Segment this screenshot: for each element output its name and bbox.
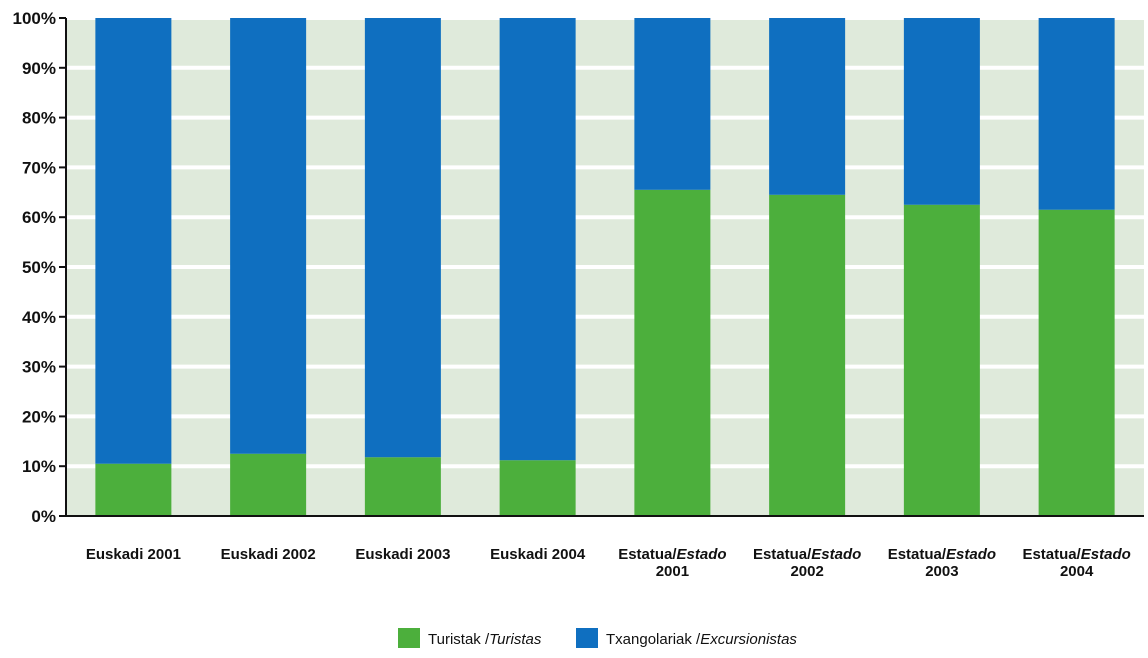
bar-segment-turistak-7 <box>903 204 980 516</box>
x-axis-labels: Euskadi 2001 Euskadi 2002 Euskadi 2003 Eusk… <box>86 546 1131 580</box>
bar-segment-txangolariak-7 <box>903 18 980 205</box>
y-tick-label: 60% <box>22 208 56 227</box>
legend-label: Turistak /Turistas <box>428 631 542 648</box>
y-axis-ticks: 0% 10% 20% 30% 40% 50% 60% 70% 80% 90% 100% <box>13 9 66 526</box>
x-tick-label: Estatua/Estado <box>753 546 861 563</box>
x-tick-label-line2: 2001 <box>656 563 689 580</box>
x-tick-label: Estatua/Estado <box>888 546 996 563</box>
bar-segment-txangolariak-1 <box>95 18 172 464</box>
bar-segment-turistak-8 <box>1038 209 1115 517</box>
legend: Turistak /Turistas Txangolariak /Excursio… <box>398 628 797 648</box>
x-tick-label-line2: 2004 <box>1060 563 1094 580</box>
x-tick-label-line2: 2002 <box>790 563 823 580</box>
bar-segment-turistak-5 <box>634 189 711 516</box>
legend-swatch <box>576 628 598 648</box>
y-tick-label: 20% <box>22 407 56 426</box>
bar-segment-turistak-1 <box>95 463 172 516</box>
x-tick-label: Estatua/Estado <box>1022 546 1130 563</box>
x-tick-label: Euskadi 2004 <box>490 546 586 563</box>
legend-swatch <box>398 628 420 648</box>
y-tick-label: 100% <box>13 9 56 28</box>
y-tick-label: 30% <box>22 358 56 377</box>
bar-segment-txangolariak-2 <box>230 18 307 454</box>
bar-segment-txangolariak-5 <box>634 18 711 190</box>
bar-segment-txangolariak-8 <box>1038 18 1115 210</box>
legend-label: Txangolariak /Excursionistas <box>606 631 797 648</box>
x-tick-label: Estatua/Estado <box>618 546 726 563</box>
y-tick-label: 10% <box>22 457 56 476</box>
bar-segment-txangolariak-6 <box>769 18 846 195</box>
bar-segment-turistak-4 <box>499 460 576 516</box>
y-tick-label: 0% <box>31 507 56 526</box>
bar-segment-txangolariak-3 <box>364 18 441 458</box>
x-tick-label: Euskadi 2003 <box>355 546 450 563</box>
bar-segment-turistak-3 <box>364 457 441 516</box>
y-tick-label: 40% <box>22 308 56 327</box>
x-tick-label: Euskadi 2001 <box>86 546 181 563</box>
y-tick-label: 70% <box>22 158 56 177</box>
x-tick-label-line2: 2003 <box>925 563 958 580</box>
bar-segment-turistak-6 <box>769 194 846 517</box>
y-tick-label: 50% <box>22 258 56 277</box>
y-tick-label: 90% <box>22 59 56 78</box>
x-tick-label: Euskadi 2002 <box>221 546 316 563</box>
bars <box>95 18 1115 517</box>
y-tick-label: 80% <box>22 109 56 128</box>
bar-segment-turistak-2 <box>230 453 307 516</box>
bar-segment-txangolariak-4 <box>499 18 576 461</box>
